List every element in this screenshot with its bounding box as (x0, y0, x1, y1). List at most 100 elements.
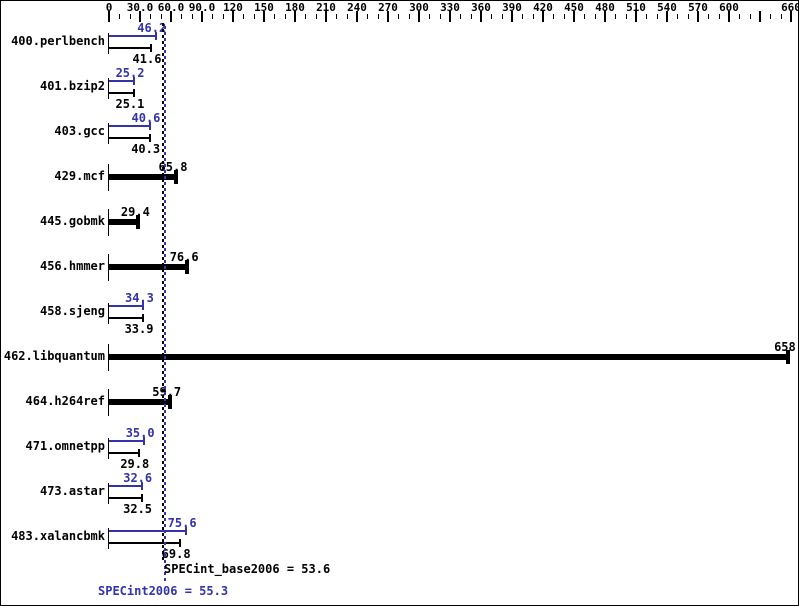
x-axis-minor-tick (161, 14, 162, 19)
base-bar-cap (140, 494, 143, 502)
x-axis-major-tick (263, 11, 265, 22)
x-axis-minor-tick (150, 14, 151, 19)
x-axis-tick-label: 180 (285, 1, 305, 14)
peak-bar (109, 305, 145, 307)
base-bar (109, 497, 143, 499)
row-origin-line (108, 209, 109, 236)
x-axis-major-tick (790, 11, 792, 22)
x-axis-minor-tick (553, 14, 554, 19)
x-axis-minor-tick (336, 14, 337, 19)
base-median-line (162, 23, 164, 562)
peak-bar (109, 80, 136, 82)
peak-bar (109, 485, 143, 487)
x-axis-major-tick (356, 11, 358, 22)
base-bar (109, 137, 151, 139)
x-axis-minor-tick (471, 14, 472, 19)
base-value-label: 76.6 (169, 250, 199, 264)
x-axis-minor-tick (750, 14, 751, 19)
base-bar-cap (785, 350, 790, 364)
x-axis-minor-tick (181, 14, 182, 19)
x-axis-tick-label: 330 (440, 1, 460, 14)
base-value-label: 658 (774, 340, 796, 354)
benchmark-label: 429.mcf (54, 169, 105, 183)
x-axis-major-tick (232, 11, 234, 22)
x-axis-major-tick (697, 11, 699, 22)
base-bar (109, 542, 182, 544)
x-axis-minor-tick (626, 14, 627, 19)
base-bar-cap (142, 314, 145, 322)
x-axis-minor-tick (677, 14, 678, 19)
base-value-label: 33.9 (124, 322, 154, 336)
x-axis-minor-tick (347, 14, 348, 19)
x-axis-minor-tick (564, 14, 565, 19)
base-bar-cap (137, 449, 140, 457)
specint-summary-label: SPECint2006 = 55.3 (98, 584, 229, 598)
x-axis-minor-tick (522, 14, 523, 19)
x-axis-major-tick (573, 11, 575, 22)
x-axis-tick-label: 240 (347, 1, 367, 14)
x-axis-minor-tick (192, 14, 193, 19)
x-axis-major-tick (325, 11, 327, 22)
row-origin-line (108, 389, 109, 416)
x-axis-minor-tick (274, 14, 275, 19)
base-bar (109, 317, 145, 319)
base-bar (109, 354, 789, 360)
x-axis-tick-label: 60.0 (157, 1, 185, 14)
peak-bar (109, 35, 157, 37)
base-value-label: 41.6 (132, 52, 162, 66)
benchmark-label: 464.h264ref (25, 394, 105, 408)
x-axis-minor-tick (285, 14, 286, 19)
x-axis-tick-label: 270 (378, 1, 398, 14)
peak-bar-cap (154, 32, 157, 40)
x-axis-minor-tick (212, 14, 213, 19)
benchmark-label: 462.libquantum (3, 349, 105, 363)
x-axis-minor-tick (646, 14, 647, 19)
x-axis-minor-tick (688, 14, 689, 19)
x-axis-minor-tick (615, 14, 616, 19)
base-bar-cap (132, 89, 135, 97)
base-bar-cap (136, 215, 141, 229)
row-origin-line (108, 438, 109, 459)
benchmark-label: 458.sjeng (39, 304, 105, 318)
base-bar-cap (179, 539, 182, 547)
peak-bar (109, 530, 188, 532)
x-axis-minor-tick (130, 14, 131, 19)
peak-bar-cap (148, 122, 151, 130)
x-axis-minor-tick (223, 14, 224, 19)
x-axis-tick-label: 510 (626, 1, 646, 14)
x-axis-tick-label: 480 (595, 1, 615, 14)
x-axis-minor-tick (781, 14, 782, 19)
x-axis-major-tick (542, 11, 544, 22)
base-bar (109, 92, 135, 94)
peak-value-label: 75.6 (167, 516, 197, 530)
peak-bar-cap (140, 482, 143, 490)
x-axis-minor-tick (254, 14, 255, 19)
row-origin-line (108, 78, 109, 99)
x-axis-minor-tick (316, 14, 317, 19)
x-axis-tick-label: 300 (409, 1, 429, 14)
benchmark-label: 473.astar (39, 484, 105, 498)
x-axis-minor-tick (440, 14, 441, 19)
x-axis-tick-label: 120 (223, 1, 243, 14)
row-origin-line (108, 483, 109, 504)
base-value-label: 29.4 (120, 205, 150, 219)
base-value-label: 40.3 (131, 142, 161, 156)
x-axis-minor-tick (398, 14, 399, 19)
base-bar (109, 219, 140, 225)
x-axis-minor-tick (595, 14, 596, 19)
x-axis-major-tick (511, 11, 513, 22)
x-axis-major-tick (108, 11, 110, 22)
x-axis-tick-label: 390 (502, 1, 522, 14)
x-axis-minor-tick (378, 14, 379, 19)
x-axis-tick-label: 420 (533, 1, 553, 14)
peak-bar (109, 125, 151, 127)
x-axis-minor-tick (429, 14, 430, 19)
peak-bar-cap (143, 437, 146, 445)
peak-value-label: 32.6 (123, 471, 153, 485)
x-axis-tick-label: 600 (719, 1, 739, 14)
x-axis-minor-tick (739, 14, 740, 19)
base-value-label: 32.5 (123, 502, 153, 516)
row-origin-line (108, 344, 109, 371)
x-axis-major-tick (201, 11, 203, 22)
x-axis-minor-tick (708, 14, 709, 19)
